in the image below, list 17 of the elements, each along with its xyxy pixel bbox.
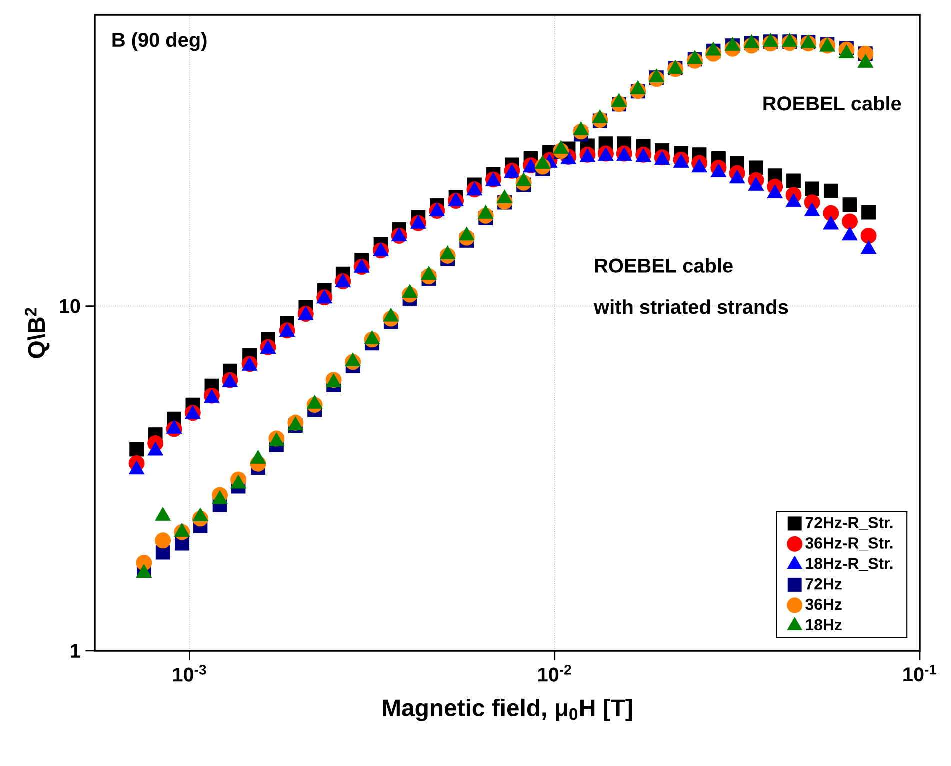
legend-label: 36Hz-R_Str. [806,538,893,551]
x-tick-label: 10$^{-1}$ [904,664,937,682]
y-axis-title: Q\B$^{2}$ [24,308,50,358]
legend-label: 18Hz-R_Str. [806,558,893,572]
x-tick-label: 10$^{-3}$ [173,664,206,682]
legend-label: 72Hz [806,578,842,590]
x-tick-label: 10$^{-2}$ [538,664,572,682]
annotation: with striated strands [594,300,788,314]
legend-label: 18Hz [806,619,842,631]
annotation: B (90 deg) [112,32,207,52]
annotation: ROEBEL cable [764,96,902,111]
legend-label: 36Hz [806,598,842,610]
y-tick-label: 1 [71,644,80,658]
annotation: ROEBEL cable [595,258,733,273]
x-axis-title: Magnetic field, μ$_{0}$H [T] [383,698,632,722]
legend-label: 72Hz-R_Str. [806,517,893,530]
y-tick-label: 10 [60,299,80,314]
